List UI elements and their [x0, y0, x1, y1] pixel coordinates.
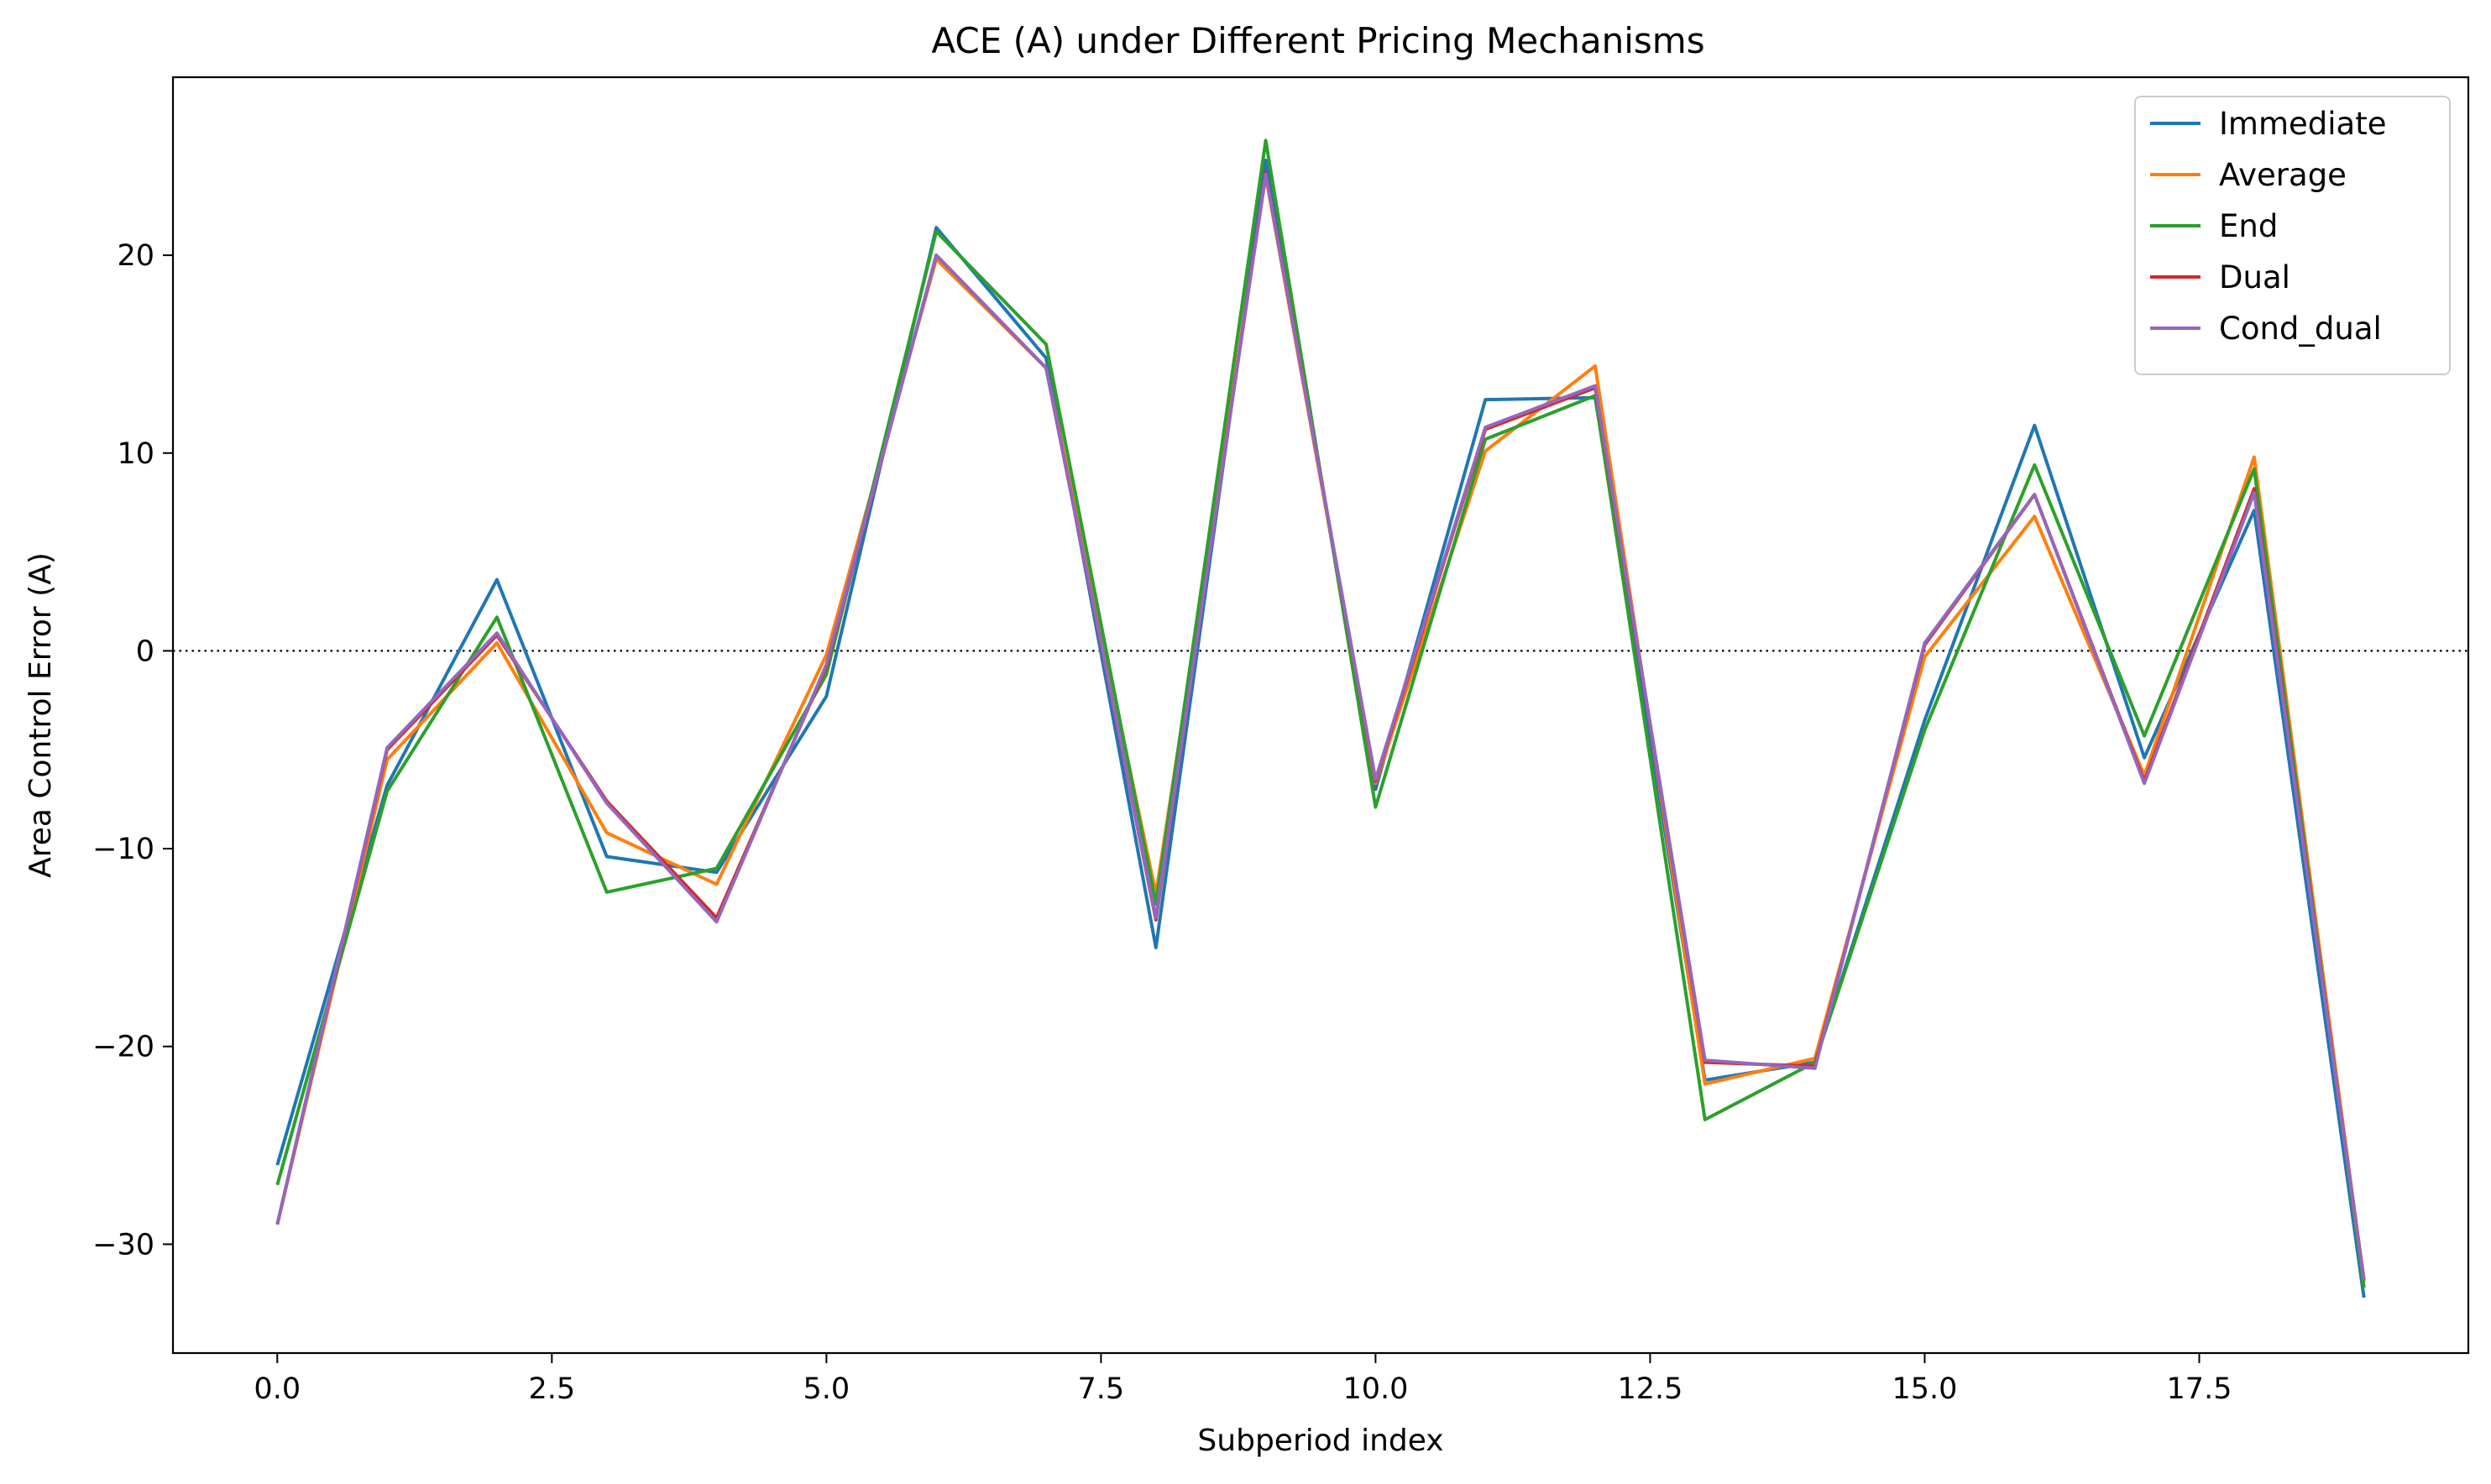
- legend-label: Cond_dual: [2219, 311, 2382, 347]
- series-line-cond-dual: [275, 172, 2366, 1281]
- y-tick-label: −30: [92, 1228, 154, 1262]
- legend-box: [2134, 96, 2451, 375]
- x-axis-label: Subperiod index: [1197, 1424, 1443, 1458]
- y-tick-label: 10: [117, 437, 154, 471]
- x-tick-label: 0.0: [254, 1372, 301, 1406]
- y-tick-label: 0: [136, 635, 154, 668]
- axes-frame: [171, 76, 2470, 1355]
- x-tick-label: 12.5: [1617, 1372, 1682, 1406]
- x-tick-label: 2.5: [528, 1372, 575, 1406]
- chart-title: ACE (A) under Different Pricing Mechanis…: [931, 20, 1704, 61]
- legend-label: Immediate: [2219, 106, 2386, 142]
- x-tick-label: 7.5: [1078, 1372, 1125, 1406]
- plot-area: 0.0 2.5 5.0 7.5 10.0 12.5 15.0 17.5 −30 −20 −10 0 10…: [92, 76, 2470, 1406]
- y-tick-label: 20: [117, 239, 154, 273]
- x-tick-label: 15.0: [1892, 1372, 1958, 1406]
- y-axis-label: Area Control Error (A): [24, 552, 58, 878]
- legend: Immediate Average End Dual Cond_dual: [2134, 96, 2451, 375]
- x-tick-label: 10.0: [1342, 1372, 1408, 1406]
- series-line-average: [275, 174, 2366, 1283]
- series-line-dual: [275, 170, 2366, 1281]
- x-tick-label: 17.5: [2167, 1372, 2232, 1406]
- y-tick-label: −10: [92, 833, 154, 866]
- y-tick-label: −20: [92, 1031, 154, 1064]
- legend-label: Dual: [2219, 259, 2290, 295]
- series-line-end: [275, 138, 2366, 1288]
- x-tick-label: 5.0: [803, 1372, 850, 1406]
- legend-label: End: [2219, 208, 2278, 244]
- series-line-immediate: [275, 159, 2366, 1298]
- legend-label: Average: [2219, 157, 2347, 193]
